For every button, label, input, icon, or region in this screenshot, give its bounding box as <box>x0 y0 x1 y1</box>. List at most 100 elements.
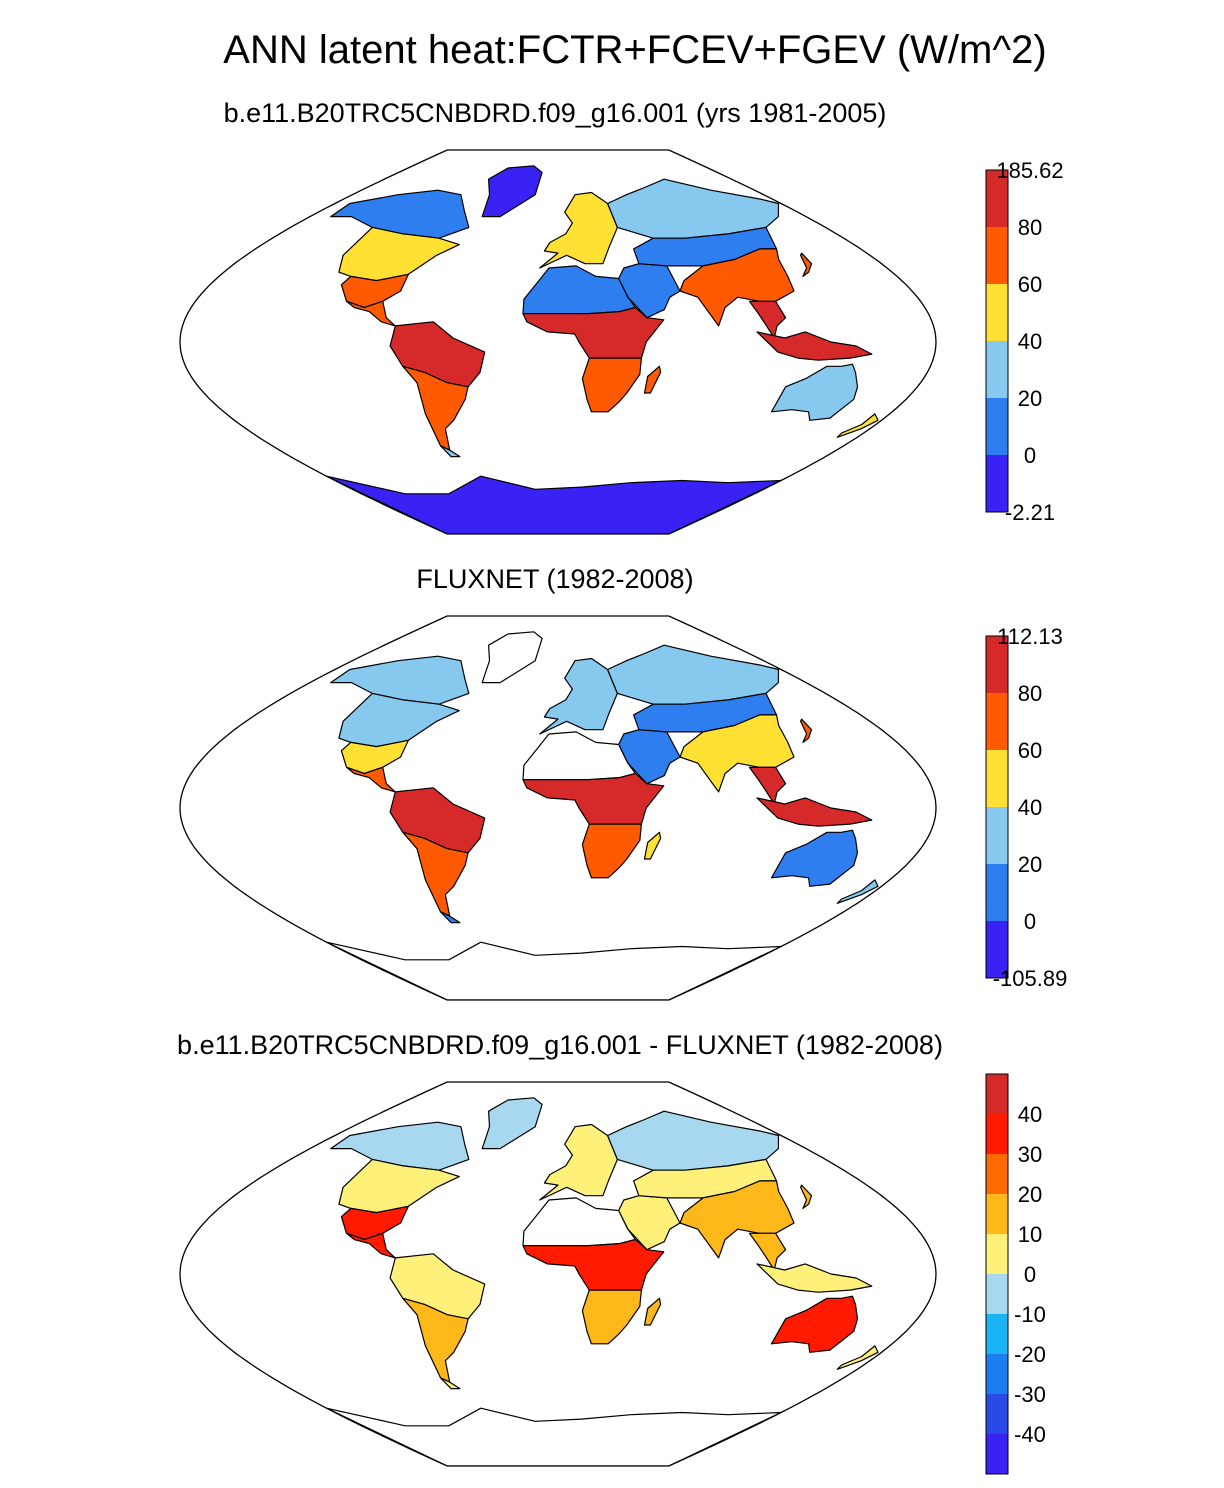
map-model-region-southern-africa <box>581 357 642 413</box>
map-model-region-europe <box>539 191 618 269</box>
panel-model-subtitle: b.e11.B20TRC5CNBDRD.f09_g16.001 (yrs 198… <box>223 98 887 128</box>
map-obs-region-antarctica <box>325 941 782 1000</box>
map-diff-region-greenland <box>481 1097 543 1150</box>
colorbar-diff-tick-label: 30 <box>1018 1142 1042 1167</box>
map-obs-region-australia <box>770 829 859 887</box>
colorbar-diff-swatch <box>986 1354 1008 1394</box>
map-diff-region-japan <box>800 1184 813 1209</box>
map-diff-region-indonesia <box>756 1263 873 1293</box>
colorbar-obs-swatch <box>986 636 1008 693</box>
map-obs-region-japan <box>800 718 813 743</box>
map-obs-region-arabia-middle-east <box>618 729 681 785</box>
map-model-region-south-america-north <box>389 321 486 388</box>
map-obs-region-patagonia <box>439 911 461 924</box>
colorbar-obs-tick-label: 60 <box>1018 738 1042 763</box>
colorbar-model-tick-label: 80 <box>1018 215 1042 240</box>
map-model-region-madagascar <box>643 365 662 394</box>
map-model-region-south-asia <box>679 248 795 327</box>
colorbar-diff-tick-label: -10 <box>1014 1302 1046 1327</box>
panel-diff-subtitle: b.e11.B20TRC5CNBDRD.f09_g16.001 - FLUXNE… <box>177 1030 943 1060</box>
map-diff-region-antarctica <box>325 1407 782 1466</box>
colorbar-diff-swatch <box>986 1314 1008 1354</box>
colorbar-diff-swatch <box>986 1194 1008 1234</box>
colorbar-diff-tick-label: 40 <box>1018 1102 1042 1127</box>
colorbar-diff-swatch <box>986 1154 1008 1194</box>
map-obs-region-sahel-central-africa <box>522 772 665 825</box>
colorbar-obs-swatch <box>986 864 1008 921</box>
colorbar-diff-tick-label: 10 <box>1018 1222 1042 1247</box>
colorbar-model-swatch <box>986 341 1008 398</box>
map-diff-region-north-africa <box>522 1197 636 1247</box>
map-diff-region-europe <box>539 1123 618 1201</box>
panel-obs-subtitle: FLUXNET (1982-2008) <box>416 564 694 594</box>
colorbar-obs-swatch <box>986 921 1008 978</box>
map-diff <box>179 1081 937 1467</box>
colorbar-diff-swatch <box>986 1074 1008 1114</box>
colorbar-model-tick-label: 185.62 <box>996 158 1063 183</box>
map-model-region-arabia-middle-east <box>618 263 681 319</box>
map-obs-region-new-zealand <box>836 879 879 904</box>
colorbar-diff-tick-label: -20 <box>1014 1342 1046 1367</box>
map-obs-region-southern-africa <box>581 823 642 879</box>
map-model-region-sahel-central-africa <box>522 306 665 359</box>
map-model-region-patagonia <box>439 445 461 458</box>
colorbar-obs-swatch <box>986 693 1008 750</box>
map-model-region-australia <box>770 363 859 421</box>
map-diff-region-southeast-asia <box>748 1232 787 1271</box>
colorbar-obs-tick-label: -105.89 <box>993 966 1068 991</box>
map-obs-region-central-america <box>345 766 396 793</box>
colorbar-obs-swatch <box>986 750 1008 807</box>
colorbar-diff-tick-label: 0 <box>1024 1262 1036 1287</box>
colorbar-obs-tick-label: 80 <box>1018 681 1042 706</box>
map-diff-region-north-america-north <box>330 1121 470 1171</box>
map-obs-outline <box>179 615 937 1001</box>
map-obs-region-europe <box>539 657 618 735</box>
colorbar-diff-swatch <box>986 1274 1008 1314</box>
colorbar-diff-swatch <box>986 1114 1008 1154</box>
map-model-region-north-america-north <box>330 189 470 239</box>
map-diff-region-australia <box>770 1295 859 1353</box>
colorbar-model-tick-label: 60 <box>1018 272 1042 297</box>
colorbar-model-swatch <box>986 455 1008 512</box>
map-obs-region-north-africa <box>522 731 636 781</box>
colorbar-obs-tick-label: 20 <box>1018 852 1042 877</box>
map-diff-region-central-america <box>345 1232 396 1259</box>
map-diff-region-madagascar <box>643 1297 662 1326</box>
map-model-outline <box>179 149 937 535</box>
colorbar-diff-tick-label: -30 <box>1014 1382 1046 1407</box>
map-obs-region-south-america-south <box>402 831 469 917</box>
map-obs-region-south-asia <box>679 714 795 793</box>
map-obs-region-south-america-north <box>389 787 486 854</box>
map-diff-region-south-america-north <box>389 1253 486 1320</box>
colorbar-diff-swatch <box>986 1434 1008 1474</box>
map-obs-region-madagascar <box>643 831 662 860</box>
colorbar-diff-tick-label: 20 <box>1018 1182 1042 1207</box>
colorbar-obs-tick-label: 40 <box>1018 795 1042 820</box>
map-model <box>179 149 937 535</box>
colorbar-obs: 112.13 80 60 40 20 0 -105.89 <box>985 624 1068 991</box>
map-model-region-southeast-asia <box>748 300 787 339</box>
colorbar-model-swatch <box>986 170 1008 227</box>
colorbar-model: 185.62 80 60 40 20 0 -2.21 <box>985 158 1064 525</box>
map-diff-region-southern-africa <box>581 1289 642 1345</box>
map-diff-outline <box>179 1081 937 1467</box>
colorbar-model-tick-label: 20 <box>1018 386 1042 411</box>
map-model-region-south-america-south <box>402 365 469 451</box>
colorbar-model-swatch <box>986 398 1008 455</box>
colorbar-model-tick-label: 0 <box>1024 443 1036 468</box>
colorbar-diff-tick-label: -40 <box>1014 1422 1046 1447</box>
figure-title: ANN latent heat:FCTR+FCEV+FGEV (W/m^2) <box>223 28 1047 72</box>
map-obs <box>179 615 937 1001</box>
map-diff-region-arabia-middle-east <box>618 1195 681 1251</box>
colorbar-model-swatch <box>986 284 1008 341</box>
map-diff-region-south-america-south <box>402 1297 469 1383</box>
colorbar-model-tick-label: 40 <box>1018 329 1042 354</box>
colorbar-diff-swatch <box>986 1234 1008 1274</box>
map-diff-region-sahel-central-africa <box>522 1238 665 1291</box>
map-obs-region-north-america-north <box>330 655 470 705</box>
map-diff-region-patagonia <box>439 1377 461 1390</box>
map-obs-region-indonesia <box>756 797 873 827</box>
colorbar-model-swatch <box>986 227 1008 284</box>
map-model-region-japan <box>800 252 813 277</box>
map-model-region-antarctica <box>325 475 782 534</box>
